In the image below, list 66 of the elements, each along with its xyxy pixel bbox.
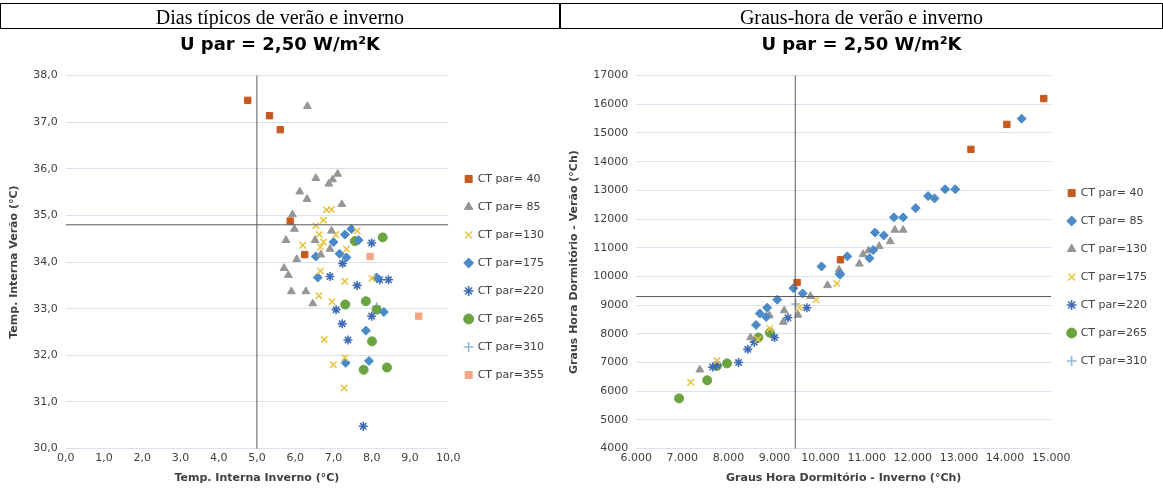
legend-label: CT par= 40 (477, 171, 541, 185)
legend-label: CT par=175 (1080, 269, 1147, 283)
y-tick-label: 13000 (593, 183, 629, 197)
x-tick-label: 9.000 (758, 451, 791, 465)
x-tick-label: 13.000 (939, 451, 979, 465)
y-tick-label: 37,0 (33, 115, 58, 129)
x-tick-label: 6,0 (286, 451, 304, 465)
x-tick-label: 4,0 (209, 451, 228, 465)
y-tick-label: 17000 (593, 68, 629, 82)
legend-label: CT par= 85 (477, 199, 541, 213)
legend-label: CT par=310 (477, 339, 544, 353)
y-tick-label: 8000 (600, 326, 629, 340)
legend-label: CT par=310 (1080, 353, 1147, 367)
x-tick-label: 7,0 (324, 451, 343, 465)
chart-title: Dias típicos de verão e inverno (0, 3, 560, 29)
chart-title: Graus-hora de verão e inverno (560, 3, 1163, 29)
y-axis-title: Temp. Interna Verão (°C) (7, 185, 21, 339)
y-tick-label: 15000 (593, 125, 629, 139)
y-tick-label: 11000 (593, 240, 629, 254)
chart-subtitle: U par = 2,50 W/m²K (760, 32, 963, 56)
x-tick-label: 5,0 (248, 451, 266, 465)
y-tick-label: 31,0 (33, 394, 58, 408)
y-tick-label: 6000 (600, 384, 629, 398)
y-tick-label: 14000 (593, 154, 629, 168)
x-tick-label: 0,0 (56, 451, 75, 465)
x-tick-label: 10.000 (801, 451, 840, 465)
y-tick-label: 33,0 (33, 301, 58, 315)
legend-label: CT par=220 (477, 283, 544, 297)
y-tick-label: 30,0 (33, 441, 58, 455)
legend-label: CT par=265 (1080, 325, 1147, 339)
y-tick-label: 35,0 (33, 208, 58, 222)
legend-label: CT par= 40 (1080, 185, 1144, 199)
y-axis-title: Graus Hora Dormitório - Verão (°Ch) (567, 150, 581, 374)
y-tick-label: 16000 (593, 97, 629, 111)
x-tick-label: 12.000 (893, 451, 933, 465)
y-tick-label: 36,0 (33, 161, 58, 175)
legend-label: CT par=265 (477, 311, 544, 325)
legend-label: CT par=355 (477, 367, 544, 381)
x-axis-title: Graus Hora Dormitório - Inverno (°Ch) (726, 471, 962, 485)
y-tick-label: 12000 (593, 211, 629, 225)
legend-label: CT par=175 (477, 255, 544, 269)
x-tick-label: 9,0 (401, 451, 419, 465)
x-tick-label: 8,0 (362, 451, 381, 465)
x-axis-title: Temp. Interna Inverno (°C) (174, 471, 340, 485)
x-tick-label: 3,0 (171, 451, 190, 465)
y-tick-label: 9000 (600, 298, 629, 311)
chart-subtitle: U par = 2,50 W/m²K (178, 32, 382, 56)
x-tick-label: 2,0 (133, 451, 151, 465)
x-tick-label: 1,0 (95, 451, 113, 465)
y-tick-label: 38,0 (33, 68, 58, 82)
x-tick-label: 6.000 (620, 451, 652, 465)
legend-label: CT par=220 (1080, 297, 1147, 311)
y-tick-label: 34,0 (33, 254, 58, 268)
x-tick-label: 14.000 (985, 451, 1025, 465)
y-tick-label: 32,0 (33, 348, 58, 362)
x-tick-label: 8.000 (712, 451, 745, 465)
legend-label: CT par= 85 (1080, 213, 1144, 227)
x-tick-label: 7.000 (666, 451, 699, 465)
y-tick-label: 7000 (600, 355, 629, 369)
legend-label: CT par=130 (477, 227, 544, 241)
y-tick-label: 5000 (600, 412, 629, 426)
y-tick-label: 10000 (593, 269, 629, 283)
x-tick-label: 10,0 (435, 451, 461, 465)
x-tick-label: 15.000 (1031, 451, 1071, 465)
x-tick-label: 11.000 (847, 451, 886, 465)
legend-label: CT par=130 (1080, 241, 1147, 255)
